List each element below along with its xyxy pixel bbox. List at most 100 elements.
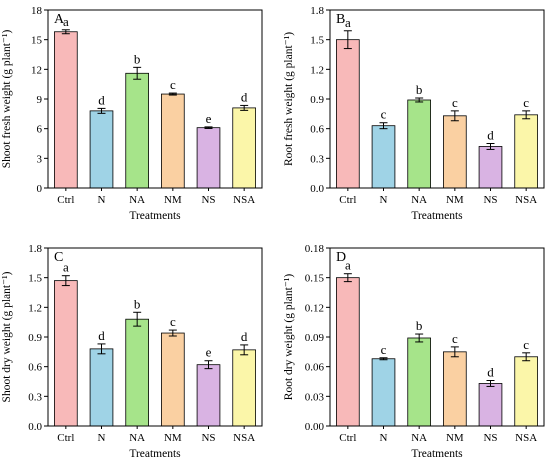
x-axis-title: Treatments — [411, 448, 463, 460]
bar-ctrl — [54, 31, 78, 189]
bar-na — [125, 318, 149, 427]
significance-letter: d — [487, 365, 494, 380]
error-bar-na — [415, 333, 424, 343]
x-tick-label: NM — [446, 194, 464, 206]
y-tick-label: 0.12 — [305, 302, 324, 314]
bar-n — [371, 358, 396, 427]
significance-letter: a — [345, 258, 351, 273]
significance-letter: e — [206, 111, 212, 126]
error-bar-ctrl — [61, 275, 70, 287]
bar-ns — [196, 127, 221, 189]
y-tick-label: 1.8 — [310, 5, 324, 17]
error-bar-n — [97, 343, 106, 355]
error-bar-nsa — [240, 104, 249, 111]
x-tick-label: NM — [164, 194, 182, 206]
x-tick-label: NA — [411, 432, 427, 444]
bar-nm — [161, 93, 185, 189]
x-tick-label: N — [380, 194, 388, 206]
bar-nm — [161, 332, 185, 427]
chart-panel-d: a Ctrl c Nb NA c NM d NS c NSA 0.00 0.03 0.06 0.09 0.12… — [283, 243, 545, 460]
y-tick-label: 0.06 — [305, 362, 325, 374]
panel-letter: D — [336, 250, 346, 265]
error-bar-ctrl — [343, 273, 352, 283]
significance-letter: b — [134, 296, 141, 311]
error-bar-ctrl — [343, 30, 352, 50]
significance-letter: a — [345, 15, 351, 30]
x-tick-label: NA — [129, 194, 145, 206]
bar-n — [89, 110, 114, 189]
y-tick-label: 0.9 — [310, 94, 324, 106]
x-tick-label: NA — [129, 432, 145, 444]
significance-letter: c — [170, 314, 176, 329]
x-axis-title: Treatments — [129, 210, 181, 222]
y-tick-label: 0.15 — [305, 273, 325, 285]
y-tick-label: 0.3 — [28, 391, 42, 403]
significance-letter: b — [134, 51, 141, 66]
x-tick-label: Ctrl — [339, 194, 356, 206]
bar-na — [407, 99, 431, 189]
bar-nsa — [514, 114, 538, 189]
y-tick-label: 18 — [31, 5, 43, 17]
x-tick-label: NS — [483, 432, 497, 444]
y-tick-label: 1.2 — [310, 64, 324, 76]
y-tick-label: 1.5 — [310, 35, 324, 47]
y-axis-title: Root fresh weight (g plant⁻¹) — [283, 32, 295, 166]
x-tick-label: NSA — [515, 194, 537, 206]
significance-letter: e — [206, 345, 212, 360]
y-tick-label: 0.3 — [310, 153, 324, 165]
significance-letter: c — [523, 95, 529, 110]
x-tick-label: N — [380, 432, 388, 444]
bar-nm — [443, 115, 467, 189]
y-tick-label: 3 — [37, 153, 43, 165]
x-tick-label: NSA — [233, 432, 255, 444]
plot-frame — [329, 9, 545, 189]
error-bar-nsa — [240, 344, 249, 356]
chart-panel-a: a Ctrl d Nb NA c NM e NS d NSA 0 3 6 9 12 15 18 A Treatment… — [1, 5, 263, 222]
bar-na — [125, 72, 149, 189]
y-tick-label: 1.8 — [28, 243, 42, 255]
error-bar-ns — [486, 143, 495, 150]
x-tick-label: NS — [201, 194, 215, 206]
x-tick-label: NSA — [515, 432, 537, 444]
error-bar-n — [379, 122, 388, 130]
x-axis-title: Treatments — [411, 210, 463, 222]
x-tick-label: NSA — [233, 194, 255, 206]
y-tick-label: 1.2 — [28, 302, 42, 314]
x-tick-label: NS — [483, 194, 497, 206]
chart-panel-c: a Ctrl d Nb NA c NM e NS d NSA 0.0 0.3 0.6 0.9 1.2 1.5 1.… — [1, 243, 263, 460]
error-bar-nm — [450, 346, 459, 358]
x-tick-label: NM — [164, 432, 182, 444]
chart-panel-b: a Ctrl c Nb NA c NM d NS c NSA 0.0 0.3 0.6 0.9 1.2 1.5 1.… — [283, 5, 545, 222]
bar-nm — [443, 351, 467, 427]
error-bar-ctrl — [61, 29, 70, 35]
significance-letter: d — [241, 89, 248, 104]
significance-letter: a — [63, 260, 69, 275]
y-tick-label: 0.0 — [28, 421, 42, 433]
y-tick-label: 0.18 — [305, 243, 325, 255]
y-tick-label: 0.03 — [305, 391, 325, 403]
error-bar-nsa — [522, 352, 531, 362]
bar-nsa — [232, 349, 256, 427]
x-axis-title: Treatments — [129, 448, 181, 460]
error-bar-n — [379, 357, 388, 361]
panel-letter: A — [54, 12, 65, 27]
bar-ctrl — [54, 280, 78, 427]
panel-letter: B — [336, 12, 345, 27]
error-bar-n — [97, 107, 106, 114]
error-bar-ns — [486, 380, 495, 387]
y-axis-title: Shoot dry weight (g plant⁻¹) — [1, 271, 13, 402]
x-tick-label: Ctrl — [57, 432, 74, 444]
significance-letter: d — [487, 128, 494, 143]
bar-ns — [478, 146, 503, 189]
y-tick-label: 0.6 — [28, 362, 42, 374]
error-bar-na — [133, 66, 142, 80]
bar-ns — [196, 364, 221, 427]
bar-ctrl — [336, 277, 360, 427]
x-tick-label: N — [98, 194, 106, 206]
significance-letter: a — [63, 14, 69, 29]
bar-n — [89, 348, 114, 427]
panel-letter: C — [54, 250, 63, 265]
bar-nsa — [232, 107, 256, 189]
significance-letter: c — [452, 95, 458, 110]
bar-n — [371, 125, 396, 189]
